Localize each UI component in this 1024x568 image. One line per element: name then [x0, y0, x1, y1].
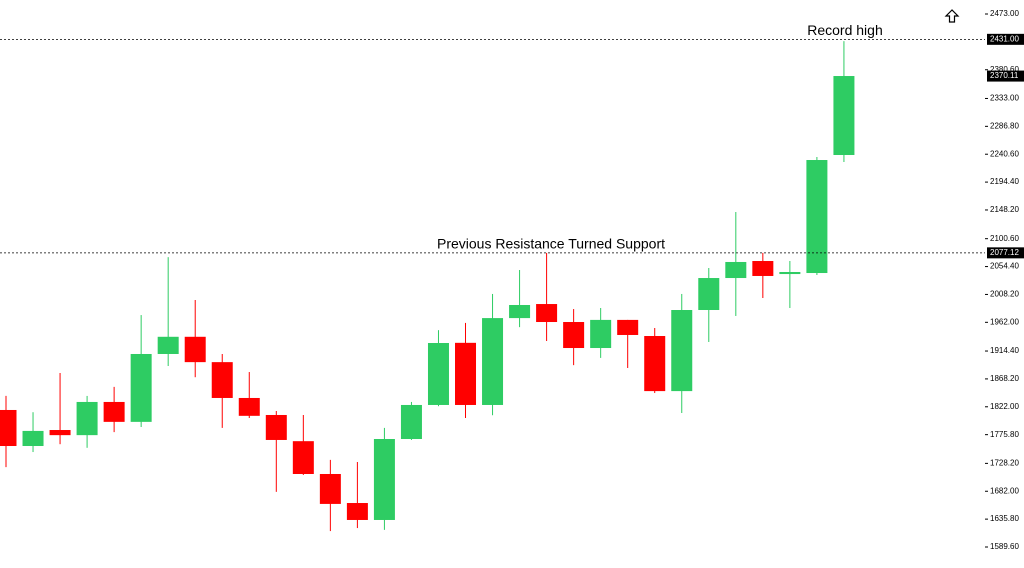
candle-body	[211, 362, 233, 398]
y-tick-label: 1589.60	[990, 542, 1019, 551]
candle-body	[617, 319, 639, 335]
candle-body	[49, 430, 71, 436]
price-label-bg	[987, 33, 1024, 45]
y-tick-label: 2333.00	[990, 94, 1019, 103]
candle-body	[184, 336, 206, 363]
candle-body	[265, 414, 287, 440]
candle-body	[806, 160, 828, 274]
y-tick-label: 1728.20	[990, 458, 1019, 467]
candle-body	[455, 342, 477, 405]
candle-body	[563, 322, 585, 349]
y-tick-label: 2054.40	[990, 262, 1019, 271]
candle-body	[103, 401, 125, 422]
y-tick-label: 1962.00	[990, 317, 1019, 326]
candle-body	[725, 261, 747, 279]
price-label: 2431.00	[990, 34, 1019, 43]
level-annotation: Record high	[807, 22, 883, 38]
y-tick-label: 2194.40	[990, 177, 1019, 186]
candle-body	[671, 310, 693, 392]
y-tick-label: 2286.80	[990, 121, 1019, 130]
y-tick-label: 1775.80	[990, 430, 1019, 439]
candle-body	[373, 439, 395, 520]
candle-body	[536, 304, 558, 323]
y-tick-label: 1822.00	[990, 402, 1019, 411]
level-annotation: Previous Resistance Turned Support	[437, 236, 665, 252]
candle-body	[238, 397, 260, 416]
candle-body	[0, 409, 17, 447]
price-label: 2370.11	[990, 71, 1019, 80]
price-label-bg	[987, 247, 1024, 259]
candle-body	[644, 336, 666, 392]
y-tick-label: 1635.80	[990, 514, 1019, 523]
arrow-icon	[944, 9, 960, 23]
candle-body	[427, 343, 449, 405]
scroll-up-icon[interactable]	[944, 9, 960, 23]
y-tick-label: 2473.00	[990, 9, 1019, 18]
y-tick-label: 2240.60	[990, 149, 1019, 158]
y-tick-label: 2100.60	[990, 234, 1019, 243]
y-tick-label: 2008.20	[990, 290, 1019, 299]
candle-body	[319, 473, 341, 504]
y-tick-label: 1914.40	[990, 346, 1019, 355]
candle-body	[22, 430, 44, 447]
candle-body	[400, 404, 422, 440]
candle-body	[76, 401, 98, 436]
candle-body	[752, 261, 774, 276]
candle-body	[833, 76, 855, 156]
candle-body	[698, 278, 720, 311]
candle-body	[292, 441, 314, 474]
y-tick-label: 1682.00	[990, 486, 1019, 495]
candle-body	[590, 319, 612, 349]
price-label: 2077.12	[990, 248, 1019, 257]
candle-body	[130, 353, 152, 422]
y-tick-label: 2380.60	[990, 65, 1019, 74]
candle-body	[346, 503, 368, 520]
candle-body	[157, 336, 179, 354]
candle-body	[482, 318, 504, 405]
y-tick-label: 1868.20	[990, 374, 1019, 383]
y-tick-label: 2148.20	[990, 205, 1019, 214]
price-label-bg	[987, 70, 1024, 82]
candle-body	[509, 304, 531, 319]
candle-body	[779, 271, 801, 275]
